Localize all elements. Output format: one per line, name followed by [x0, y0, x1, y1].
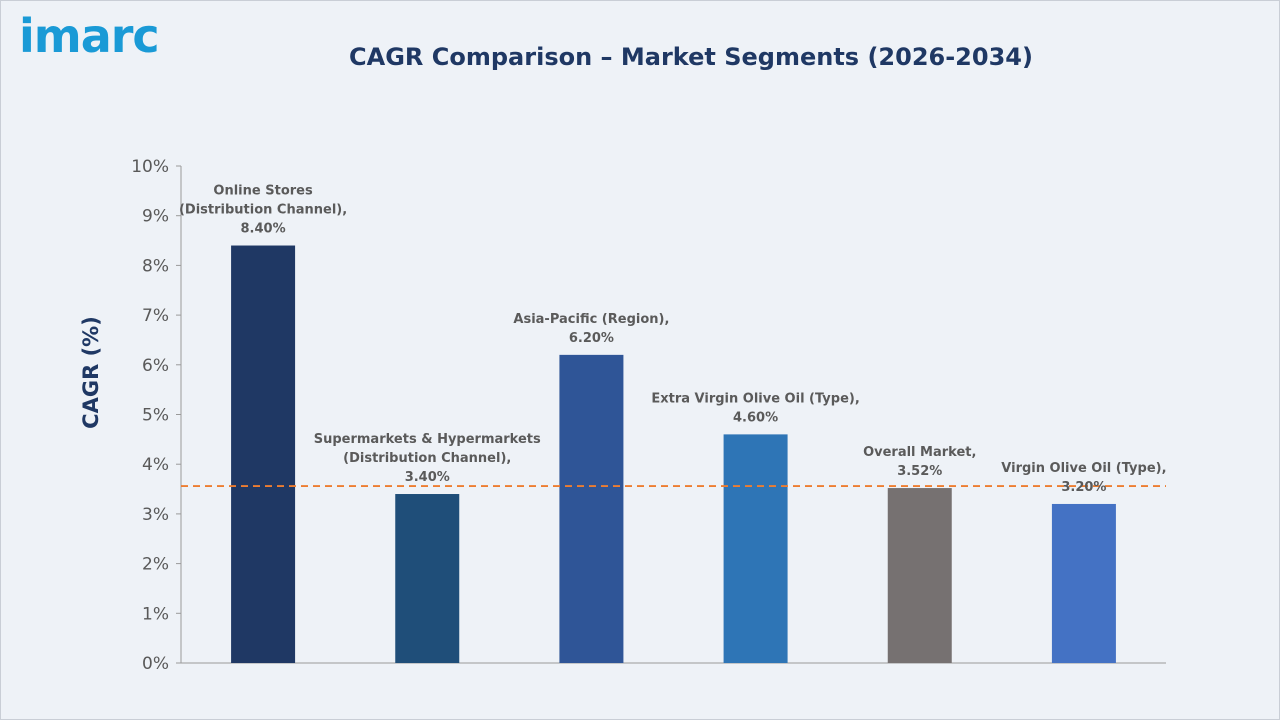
- y-tick-label: 3%: [142, 505, 169, 525]
- bar: [1051, 503, 1116, 663]
- data-label-line: 3.52%: [897, 464, 942, 479]
- data-label: Extra Virgin Olive Oil (Type), 4.60%: [651, 391, 859, 425]
- data-label-line: 8.40%: [241, 222, 286, 237]
- data-label-line: Virgin Olive Oil (Type),: [1001, 461, 1166, 476]
- y-axis-title: CAGR (%): [79, 316, 103, 429]
- bar: [231, 245, 296, 663]
- bar: [559, 354, 624, 663]
- data-label-line: Online Stores: [213, 184, 313, 199]
- bar: [723, 434, 788, 663]
- data-label-line: 6.20%: [569, 331, 614, 346]
- data-label-line: Overall Market,: [863, 445, 976, 460]
- y-tick-label: 0%: [142, 654, 169, 674]
- data-label-line: (Distribution Channel),: [179, 203, 347, 218]
- bar: [887, 488, 952, 663]
- data-label: Online Stores (Distribution Channel), 8.40…: [179, 184, 347, 237]
- data-label: Virgin Olive Oil (Type), 3.20%: [1001, 461, 1166, 495]
- chart-title: CAGR Comparison – Market Segments (2026-…: [349, 43, 1033, 71]
- y-tick-label: 4%: [142, 455, 169, 475]
- y-tick-label: 7%: [142, 306, 169, 326]
- y-tick-label: 6%: [142, 356, 169, 376]
- y-tick-label: 5%: [142, 406, 169, 426]
- data-label: Supermarkets & Hypermarkets (Distribution…: [314, 432, 541, 485]
- data-label-line: (Distribution Channel),: [343, 451, 511, 466]
- data-label-line: 3.40%: [405, 470, 450, 485]
- data-label-line: Extra Virgin Olive Oil (Type),: [651, 391, 859, 406]
- y-tick-label: 1%: [142, 604, 169, 624]
- imarc-logo: imarc: [19, 9, 160, 63]
- y-tick-label: 10%: [131, 157, 169, 177]
- data-label-line: Asia-Pacific (Region),: [513, 312, 669, 327]
- data-label-line: Supermarkets & Hypermarkets: [314, 432, 541, 447]
- data-label: Asia-Pacific (Region), 6.20%: [513, 312, 669, 346]
- y-tick-label: 8%: [142, 256, 169, 276]
- bar: [395, 494, 460, 663]
- data-label-line: 4.60%: [733, 410, 778, 425]
- y-tick-label: 2%: [142, 555, 169, 575]
- data-label: Overall Market, 3.52%: [863, 445, 976, 479]
- data-label-line: 3.20%: [1061, 480, 1106, 495]
- y-tick-label: 9%: [142, 207, 169, 227]
